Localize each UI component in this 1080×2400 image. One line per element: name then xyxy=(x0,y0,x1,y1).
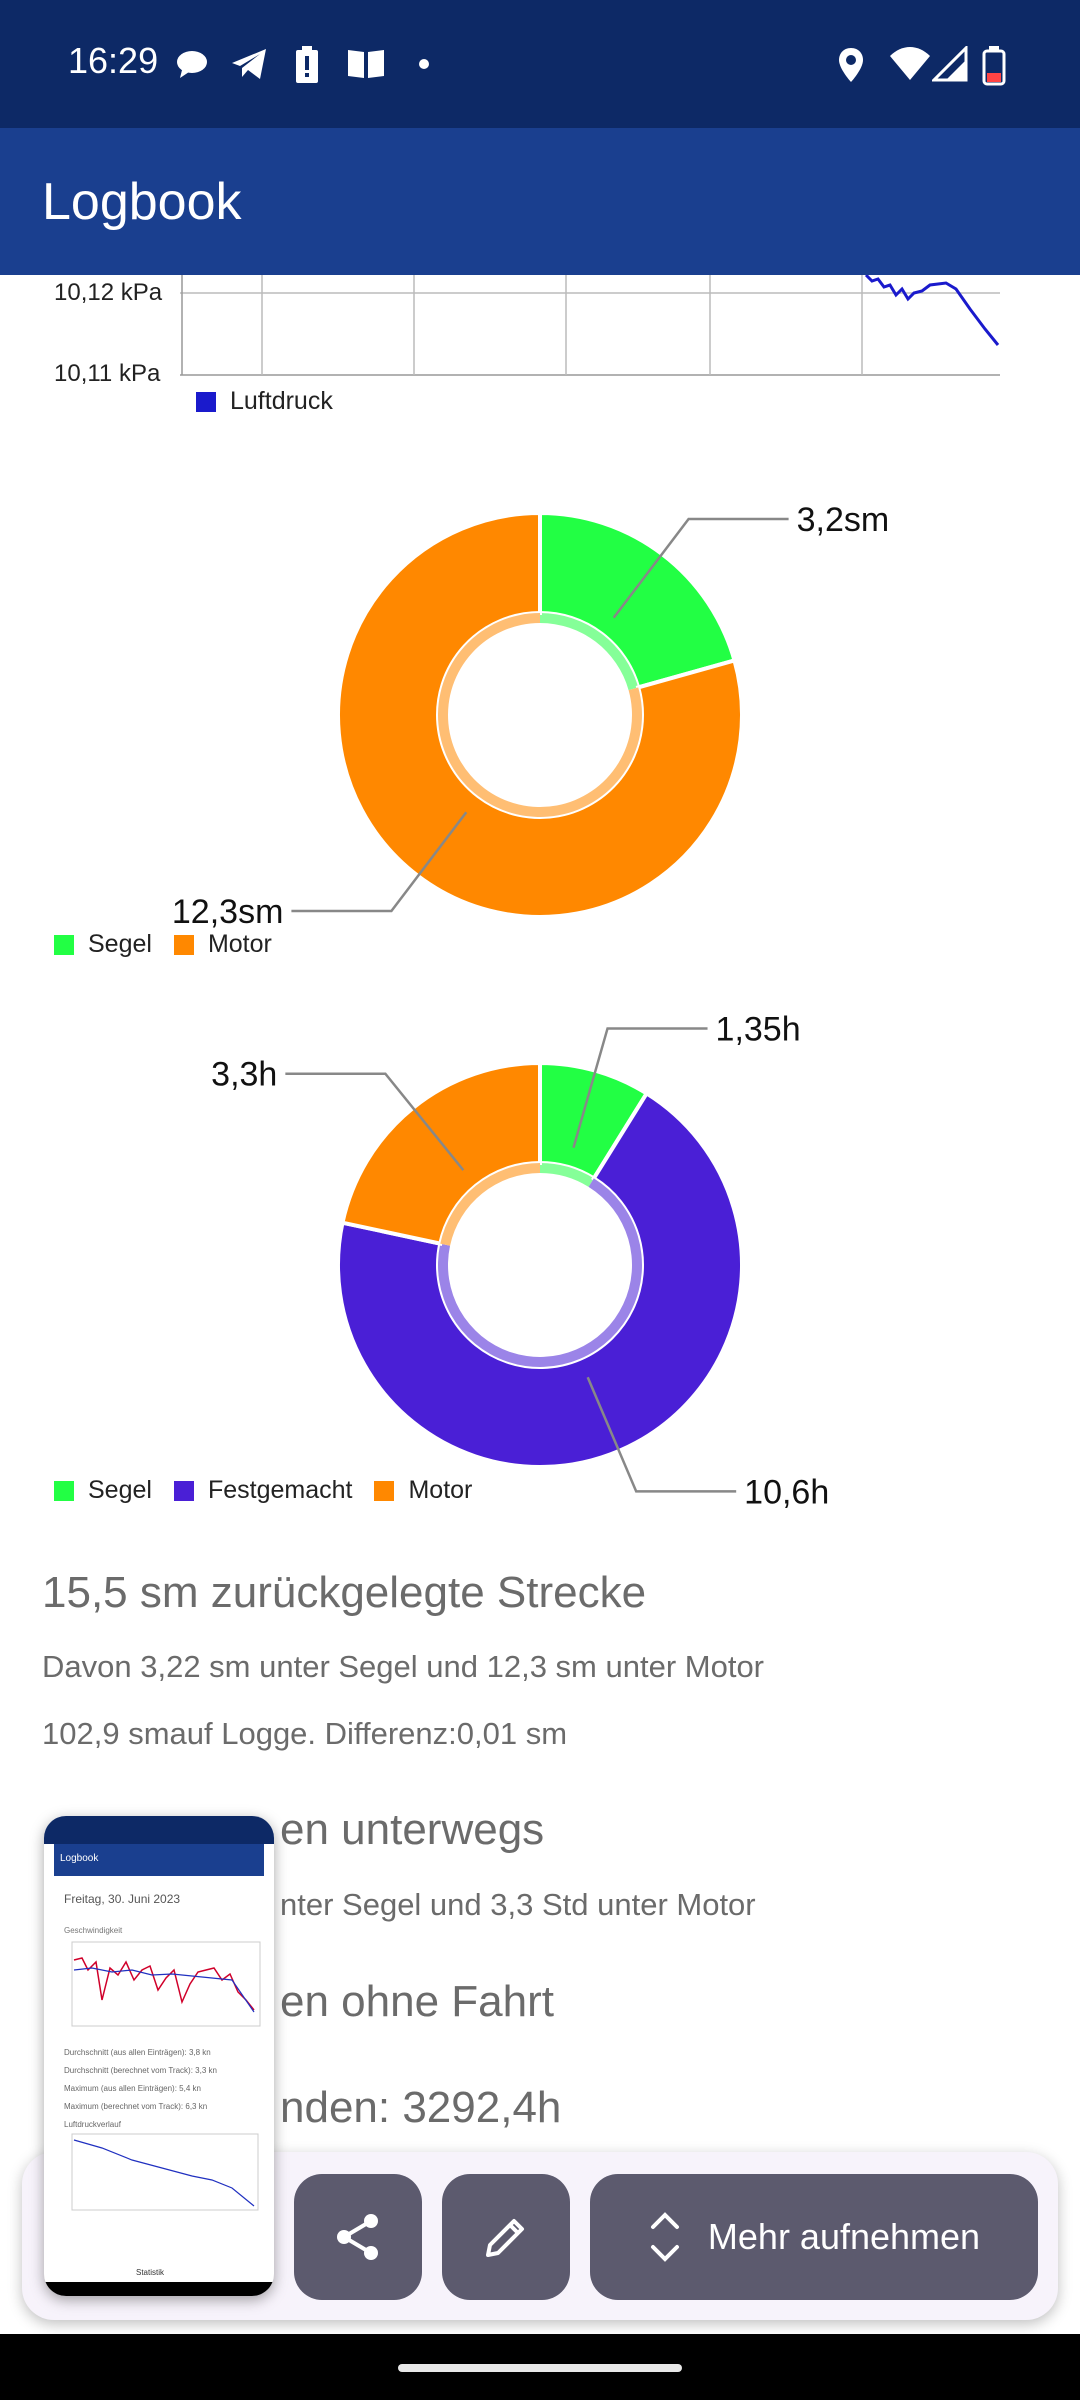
donut-slice-motor xyxy=(340,1060,542,1246)
slice-value-label: 12,3sm xyxy=(172,893,284,931)
legend-swatch xyxy=(196,391,216,412)
legend-swatch xyxy=(54,934,74,955)
donut-slice-segel xyxy=(538,510,737,690)
thumb-app-bar: Logbook xyxy=(54,1844,264,1876)
thumb-date: Freitag, 30. Juni 2023 xyxy=(64,1892,181,1906)
pressure-chart: 10,12 kPa 10,11 kPa Luftdruck xyxy=(0,275,1080,425)
time-legend: Segel Festgemacht Motor xyxy=(54,1476,494,1505)
legend-item: Motor xyxy=(173,930,272,959)
signal-icon xyxy=(932,46,968,82)
distance-heading: 15,5 sm zurückgelegte Strecke xyxy=(42,1568,647,1617)
wifi-icon xyxy=(890,47,930,80)
thumb-speed-chart xyxy=(71,1941,261,2027)
thumb-line: Durchschnitt (aus allen Einträgen): 3,8 … xyxy=(64,2048,211,2057)
edit-button[interactable] xyxy=(442,2174,570,2300)
legend-label: Motor xyxy=(408,1476,473,1504)
distance-detail: Davon 3,22 sm unter Segel und 12,3 sm un… xyxy=(42,1649,765,1684)
distance-legend: Segel Motor xyxy=(54,930,294,959)
legend-item: Segel xyxy=(54,930,152,959)
home-gesture-handle[interactable] xyxy=(398,2364,682,2372)
legend-label: Motor xyxy=(207,930,272,958)
thumb-status-bar xyxy=(44,1816,274,1844)
donut-inner-ring xyxy=(540,1163,594,1187)
record-more-button[interactable]: Mehr aufnehmen xyxy=(590,2174,1038,2300)
app-title: Logbook xyxy=(42,173,242,231)
status-bar: 16:29 xyxy=(0,0,1080,128)
thumb-nav-bar xyxy=(44,2282,274,2296)
leader-line xyxy=(285,1072,465,1171)
legend-label: Segel xyxy=(88,930,152,958)
share-button[interactable] xyxy=(294,2174,422,2300)
app-bar: Logbook xyxy=(0,128,1080,275)
engine-hours: nden: 3292,4h xyxy=(280,2083,562,2132)
slice-value-label: 1,35h xyxy=(716,1010,801,1048)
system-nav-bar xyxy=(0,2334,1080,2400)
status-time: 16:29 xyxy=(68,40,159,81)
dot-icon xyxy=(419,59,429,69)
pencil-icon xyxy=(486,2219,524,2257)
time-donut-chart: 1,35h 10,6h 3,3h xyxy=(211,1010,829,1511)
legend-label: Luftdruck xyxy=(230,387,333,415)
location-icon xyxy=(839,48,863,82)
hours-detail: nter Segel und 3,3 Std unter Motor xyxy=(280,1887,756,1922)
hours-heading: en unterwegs xyxy=(280,1805,545,1854)
statistics-content[interactable]: 10,12 kPa 10,11 kPa Luftdruck 3,2sm 12,3s… xyxy=(0,275,1080,2135)
thumb-section: Geschwindigkeit xyxy=(64,1926,123,1935)
record-more-label: Mehr aufnehmen xyxy=(707,2216,981,2257)
pressure-line xyxy=(864,275,1000,346)
leader-line xyxy=(572,1027,708,1149)
legend-item: Segel xyxy=(54,1476,152,1505)
donut-inner-ring xyxy=(540,613,639,691)
thumb-line: Maximum (berechnet vom Track): 6,3 kn xyxy=(64,2102,208,2111)
slice-value-label: 10,6h xyxy=(744,1473,829,1511)
pressure-tick-label: 10,12 kPa xyxy=(54,279,163,306)
thumb-pressure-chart xyxy=(71,2133,259,2211)
thumb-nav-label: Statistik xyxy=(136,2268,165,2277)
legend-item: Festgemacht xyxy=(173,1476,353,1505)
thumb-line: Luftdruckverlauf xyxy=(64,2120,121,2129)
slice-value-label: 3,3h xyxy=(211,1056,277,1094)
legend-swatch xyxy=(173,1480,194,1501)
share-icon xyxy=(337,2214,378,2260)
legend-swatch xyxy=(173,934,194,955)
idle-heading: en ohne Fahrt xyxy=(280,1977,554,2026)
legend-item: Motor xyxy=(374,1476,472,1505)
donut-inner-ring xyxy=(440,1163,540,1246)
leader-line xyxy=(291,811,468,913)
book-icon xyxy=(348,50,384,78)
legend-label: Segel xyxy=(88,1476,152,1504)
legend-swatch xyxy=(54,1480,74,1501)
pressure-legend: Luftdruck xyxy=(196,387,333,416)
legend-label: Festgemacht xyxy=(207,1476,353,1504)
log-detail: 102,9 smauf Logge. Differenz:0,01 sm xyxy=(42,1716,568,1751)
distance-donut-chart: 3,2sm 12,3sm xyxy=(172,501,890,931)
pressure-plot-area xyxy=(180,275,1000,376)
thumb-title: Logbook xyxy=(60,1853,99,1864)
expand-icon xyxy=(650,2212,679,2262)
leader-line xyxy=(612,517,789,619)
battery-icon xyxy=(982,46,1006,86)
legend-swatch xyxy=(374,1480,395,1501)
screenshot-thumbnail[interactable]: Logbook Freitag, 30. Juni 2023 Geschwind… xyxy=(44,1816,274,2296)
slice-value-label: 3,2sm xyxy=(797,501,890,539)
telegram-icon xyxy=(232,49,266,79)
leader-line xyxy=(586,1376,737,1493)
battery-alert-icon xyxy=(296,46,318,83)
chat-bubble-icon xyxy=(177,51,207,78)
thumb-line: Durchschnitt (berechnet vom Track): 3,3 … xyxy=(64,2066,217,2075)
thumb-line: Maximum (aus allen Einträgen): 5,4 kn xyxy=(64,2084,201,2093)
pressure-tick-label: 10,11 kPa xyxy=(54,360,161,387)
